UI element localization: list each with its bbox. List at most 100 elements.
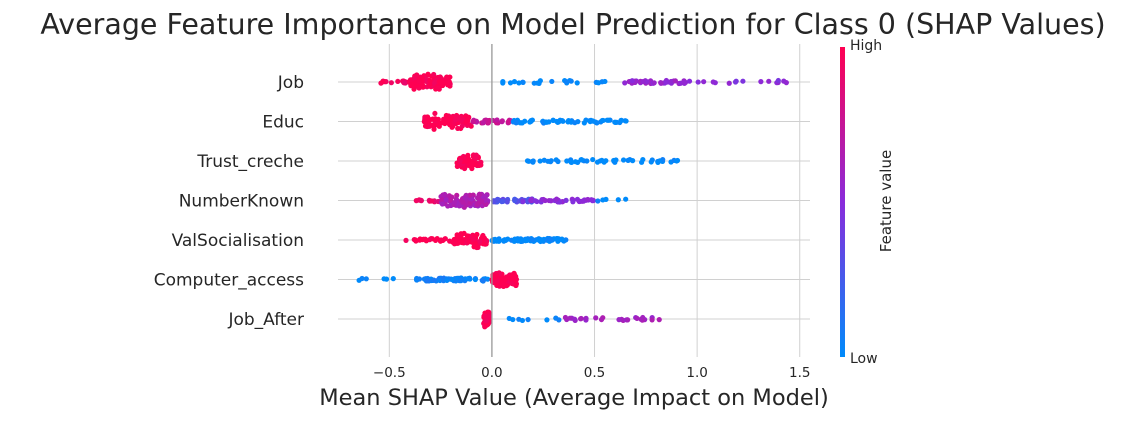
shap-point bbox=[442, 120, 448, 127]
shap-point bbox=[423, 238, 429, 244]
shap-point bbox=[463, 113, 469, 119]
shap-point bbox=[583, 315, 589, 321]
shap-point bbox=[485, 120, 491, 126]
x-tick-label: −0.5 bbox=[373, 365, 406, 381]
shap-point bbox=[524, 237, 530, 244]
shap-point bbox=[581, 120, 587, 126]
shap-point bbox=[740, 78, 746, 84]
axis-layer: −0.5 0.0 0.5 1.0 1.5 Job Educ Trust_creche Numbe… bbox=[154, 44, 810, 381]
shap-point bbox=[589, 118, 595, 124]
x-axis-label: Mean SHAP Value (Average Impact on Model… bbox=[319, 385, 829, 411]
shap-point bbox=[432, 110, 438, 117]
shap-point bbox=[604, 117, 610, 123]
shap-point bbox=[485, 276, 491, 282]
shap-point bbox=[483, 193, 489, 199]
shap-point bbox=[622, 80, 628, 86]
shap-point bbox=[726, 80, 732, 86]
y-tick-label: Job_After bbox=[227, 310, 304, 330]
shap-point bbox=[593, 315, 599, 321]
shap-point bbox=[625, 317, 631, 323]
shap-point bbox=[542, 197, 548, 204]
shap-point bbox=[537, 158, 543, 164]
shap-point bbox=[599, 157, 605, 163]
shap-point bbox=[413, 198, 419, 204]
shap-point bbox=[505, 236, 511, 242]
shap-point bbox=[530, 158, 536, 164]
shap-point bbox=[429, 198, 435, 204]
shap-point bbox=[585, 196, 591, 203]
y-tick-label: Job bbox=[277, 73, 304, 93]
shap-point bbox=[526, 158, 532, 164]
shap-point bbox=[454, 163, 460, 170]
shap-point bbox=[509, 272, 515, 279]
shap-point bbox=[567, 315, 573, 321]
shap-point bbox=[452, 199, 458, 206]
shap-point bbox=[572, 159, 579, 165]
shap-point bbox=[447, 197, 453, 203]
y-tick-label: Trust_creche bbox=[196, 152, 304, 172]
shap-point bbox=[472, 276, 478, 283]
shap-point bbox=[539, 237, 545, 244]
shap-point bbox=[584, 158, 590, 164]
shap-point bbox=[515, 238, 521, 244]
shap-point bbox=[519, 317, 526, 324]
shap-point bbox=[407, 77, 414, 83]
shap-point bbox=[435, 85, 442, 91]
shap-point bbox=[414, 72, 420, 78]
shap-point bbox=[423, 123, 429, 129]
shap-point bbox=[447, 122, 453, 128]
shap-point bbox=[634, 315, 640, 321]
y-tick-label: Computer_access bbox=[154, 271, 304, 291]
shap-point bbox=[483, 318, 489, 324]
shap-point bbox=[576, 198, 582, 204]
shap-point bbox=[549, 78, 555, 85]
shap-point bbox=[460, 199, 466, 205]
x-tick-label: 1.0 bbox=[686, 365, 707, 381]
shap-point bbox=[494, 282, 500, 289]
shap-point bbox=[507, 80, 514, 86]
shap-point bbox=[470, 119, 476, 125]
shap-point bbox=[548, 198, 554, 204]
colorbar-low-label: Low bbox=[850, 351, 878, 367]
shap-point bbox=[481, 235, 487, 241]
shap-point bbox=[416, 78, 422, 85]
shap-point bbox=[527, 119, 533, 125]
shap-point bbox=[432, 116, 438, 122]
shap-point bbox=[395, 78, 401, 85]
shap-point bbox=[465, 157, 471, 163]
shap-point bbox=[473, 240, 479, 246]
y-tick-label: NumberKnown bbox=[179, 192, 304, 212]
shap-point bbox=[501, 282, 507, 288]
shap-point bbox=[464, 233, 470, 239]
shap-point bbox=[686, 78, 693, 84]
shap-point bbox=[618, 117, 624, 124]
shap-point bbox=[656, 317, 662, 323]
shap-point bbox=[470, 160, 476, 166]
shap-point bbox=[555, 158, 561, 165]
shap-point bbox=[418, 197, 424, 203]
shap-point bbox=[530, 237, 536, 243]
shap-point bbox=[520, 199, 526, 205]
shap-point bbox=[710, 79, 716, 85]
shap-point bbox=[401, 80, 408, 86]
chart-title: Average Feature Importance on Model Pred… bbox=[40, 8, 1105, 41]
shap-point bbox=[556, 119, 562, 125]
shap-point bbox=[620, 157, 627, 163]
points-layer bbox=[356, 71, 789, 330]
shap-point bbox=[403, 237, 409, 243]
shap-point bbox=[469, 165, 475, 172]
shap-point bbox=[579, 157, 585, 163]
shap-point bbox=[511, 79, 518, 85]
shap-point bbox=[516, 80, 522, 86]
shap-point bbox=[390, 276, 396, 282]
shap-point bbox=[701, 79, 707, 85]
shap-point bbox=[467, 192, 473, 198]
shap-point bbox=[487, 314, 493, 320]
shap-point bbox=[623, 118, 629, 124]
shap-point bbox=[662, 80, 668, 86]
shap-point bbox=[493, 273, 499, 279]
shap-point bbox=[477, 238, 483, 244]
shap-point bbox=[480, 278, 486, 284]
shap-point bbox=[363, 276, 369, 282]
